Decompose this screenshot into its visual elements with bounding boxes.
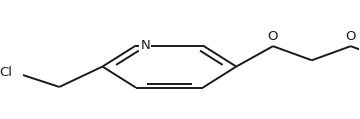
- Text: O: O: [268, 30, 278, 43]
- Text: N: N: [140, 39, 150, 52]
- Text: O: O: [346, 30, 356, 43]
- Text: Cl: Cl: [0, 66, 12, 79]
